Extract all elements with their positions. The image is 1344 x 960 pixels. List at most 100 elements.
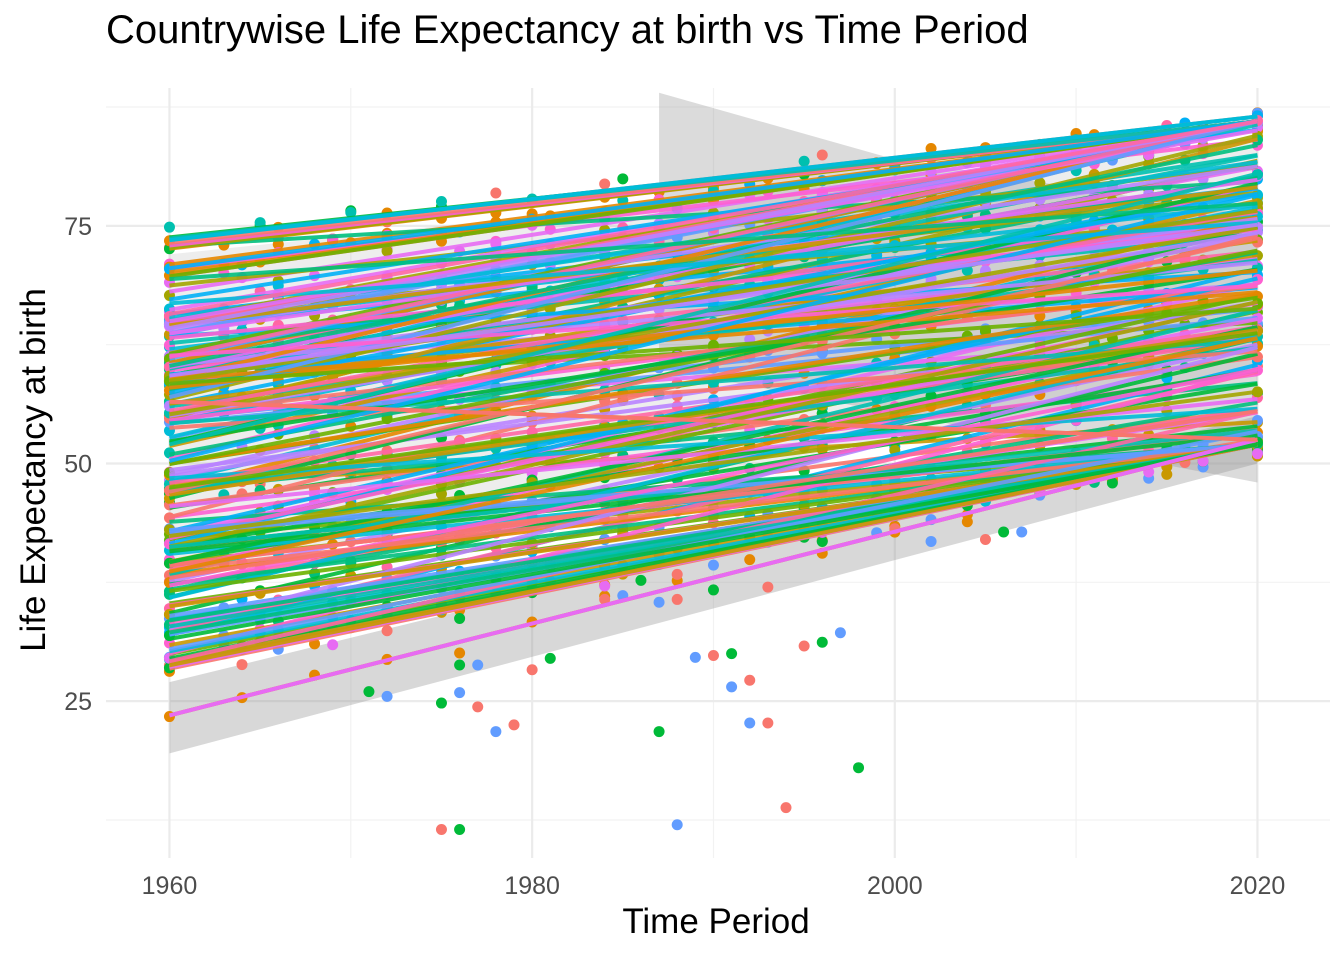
outlier-point [454, 612, 466, 624]
chart-title: Countrywise Life Expectancy at birth vs … [106, 8, 1029, 52]
x-tick-label: 2000 [867, 872, 923, 900]
trend-line [169, 300, 1258, 549]
trend-line [169, 442, 1258, 668]
data-point [254, 217, 266, 229]
outlier-point [435, 823, 447, 835]
trend-line [169, 127, 1258, 302]
trend-line [169, 119, 1258, 271]
trend-line [168, 225, 1258, 501]
outlier-point [671, 593, 683, 605]
data-point [1251, 448, 1263, 460]
y-tick-label: 50 [64, 450, 92, 478]
data-point [599, 580, 611, 592]
data-point [707, 559, 719, 571]
data-point [798, 155, 810, 167]
trend-line [169, 442, 1258, 609]
data-point [1106, 477, 1118, 489]
outlier-point [526, 664, 538, 676]
trend-line [169, 119, 1258, 317]
trend-line [169, 227, 1258, 341]
outlier-point [472, 659, 484, 671]
outlier-point [1016, 526, 1028, 538]
trend-line [169, 442, 1258, 641]
trend-line [168, 171, 1258, 447]
outlier-point [853, 762, 865, 774]
trend-line [168, 133, 1258, 402]
outlier-point [925, 535, 937, 547]
data-point [617, 173, 629, 185]
x-axis-ticks: 1960 1980 2000 2020 [142, 872, 1286, 900]
trend-line [169, 119, 1258, 360]
x-axis-label: Time Period [622, 902, 810, 941]
data-point [1161, 468, 1173, 480]
y-tick-label: 25 [64, 688, 92, 716]
outlier-point [653, 596, 665, 608]
outlier-point [744, 717, 756, 729]
data-point [599, 178, 611, 190]
trend-line [169, 236, 1258, 494]
x-tick-label: 2020 [1230, 872, 1286, 900]
trend-line [169, 119, 1258, 382]
outlier-point [653, 726, 665, 738]
trend-line [169, 119, 1258, 294]
outlier-point [816, 636, 828, 648]
outlier-point [490, 726, 502, 738]
y-axis-ticks: 25 50 75 [64, 213, 92, 716]
outlier-point [435, 697, 447, 709]
trend-line-sample [169, 114, 1258, 243]
outlier-point [726, 648, 738, 660]
outlier-point [726, 681, 738, 693]
data-point [671, 568, 683, 580]
outlier-point [798, 640, 810, 652]
outlier-point [454, 659, 466, 671]
outlier-point [689, 651, 701, 663]
trend-line [169, 290, 1258, 382]
data-point [381, 245, 393, 257]
data-point [236, 659, 248, 671]
data-point [1197, 455, 1209, 467]
trend-line [169, 201, 1258, 282]
outlier-point [780, 802, 792, 814]
trend-line [169, 191, 1258, 395]
outlier-point [472, 701, 484, 713]
data-point [490, 187, 502, 199]
outlier-point [979, 534, 991, 546]
outlier-point [363, 686, 375, 698]
trend-line [169, 222, 1258, 378]
trend-line [169, 331, 1258, 490]
trend-line [169, 220, 1258, 306]
trend-line [169, 306, 1258, 386]
outlier-point [508, 719, 520, 731]
outlier-point [998, 526, 1010, 538]
trend-line [168, 333, 1258, 600]
data-point [345, 206, 357, 218]
outlier-point [707, 584, 719, 596]
data-point [163, 221, 175, 233]
trend-line [169, 185, 1258, 328]
trend-line-sample [168, 437, 1258, 718]
trend-line [169, 406, 1258, 481]
trend-line [169, 389, 1258, 538]
y-tick-label: 75 [64, 213, 92, 241]
outlier-point [834, 627, 846, 639]
data-point [816, 149, 828, 161]
data-point [744, 554, 756, 566]
trend-line [169, 230, 1258, 418]
outlier-point [707, 650, 719, 662]
outlier-point [454, 823, 466, 835]
trend-line [168, 192, 1258, 463]
data-point [816, 536, 828, 548]
outlier-point [744, 674, 756, 686]
y-axis-label: Life Expectancy at birth [14, 288, 53, 652]
trend-line [169, 119, 1258, 331]
data-point [454, 647, 466, 659]
trend-line [169, 336, 1258, 574]
trend-line-sample [169, 399, 1258, 442]
outlier-point [762, 581, 774, 593]
trend-lines [168, 114, 1258, 718]
outlier-point [599, 593, 611, 605]
x-tick-label: 1980 [504, 872, 560, 900]
data-point [925, 142, 937, 154]
trend-line [169, 225, 1258, 417]
